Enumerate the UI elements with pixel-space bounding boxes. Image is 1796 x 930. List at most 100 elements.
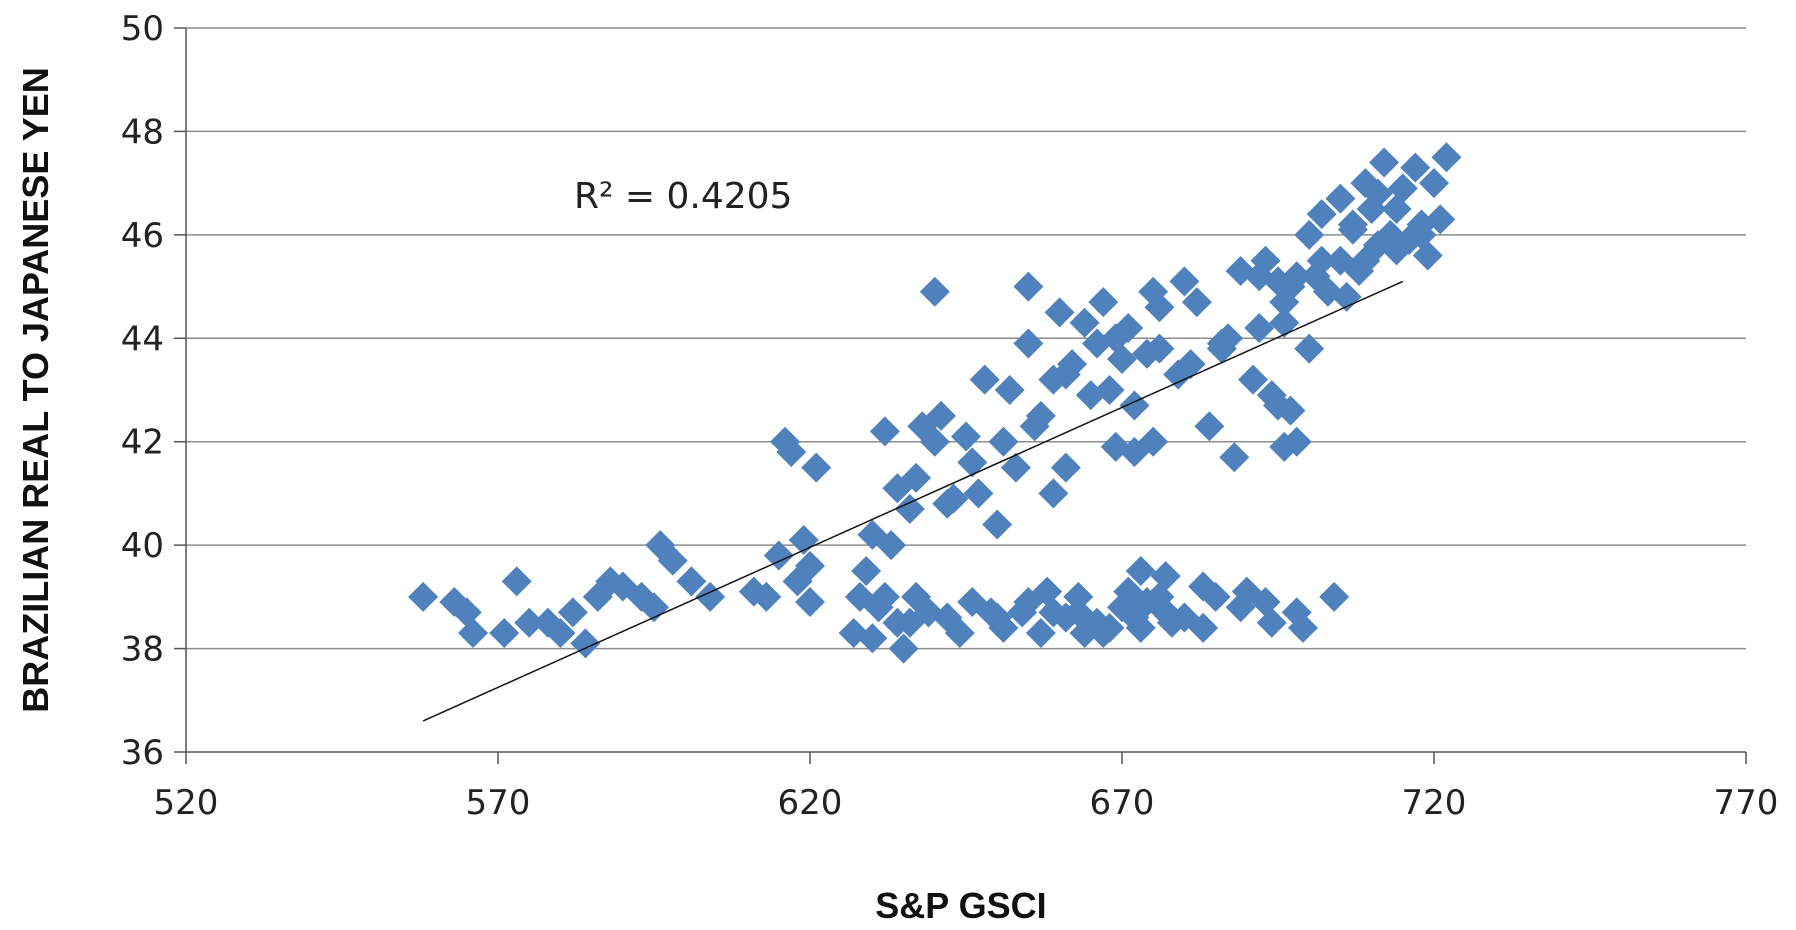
data-point-154 xyxy=(1013,587,1044,618)
data-point-21 xyxy=(751,581,782,612)
x-tick-label-570: 570 xyxy=(466,783,531,823)
data-point-27 xyxy=(795,587,825,618)
x-tick-label-770: 770 xyxy=(1714,783,1779,823)
data-point-165 xyxy=(1050,359,1081,390)
data-point-35 xyxy=(869,581,900,612)
data-point-170 xyxy=(1350,245,1381,276)
data-point-59 xyxy=(982,509,1013,540)
data-point-103 xyxy=(1181,287,1212,318)
data-point-92 xyxy=(1107,343,1137,374)
trendline xyxy=(422,280,1404,722)
data-point-164 xyxy=(1038,478,1069,509)
data-point-105 xyxy=(1194,411,1225,442)
data-point-56 xyxy=(963,478,994,509)
y-tick-label-38: 38 xyxy=(121,630,164,670)
data-point-72 xyxy=(1050,452,1081,483)
data-point-149 xyxy=(1431,142,1462,173)
data-points xyxy=(408,142,1462,664)
data-point-98 xyxy=(1144,333,1175,364)
data-point-87 xyxy=(1144,292,1175,323)
data-point-174 xyxy=(1325,183,1356,214)
data-point-162 xyxy=(1119,602,1150,633)
data-point-43 xyxy=(869,416,900,447)
data-point-122 xyxy=(1263,390,1293,421)
y-tick-label-42: 42 xyxy=(121,423,164,463)
y-tick-label-50: 50 xyxy=(121,9,164,49)
data-point-169 xyxy=(1225,592,1256,623)
data-point-148 xyxy=(1425,204,1456,235)
data-point-153 xyxy=(932,602,963,633)
data-point-45 xyxy=(894,493,925,524)
data-point-97 xyxy=(1138,426,1169,457)
data-point-83 xyxy=(1119,390,1150,421)
data-point-6 xyxy=(514,607,545,638)
data-point-57 xyxy=(969,364,1000,395)
data-point-9 xyxy=(557,597,588,628)
data-point-0 xyxy=(408,581,439,612)
y-tick-label-46: 46 xyxy=(121,216,164,256)
data-point-177 xyxy=(1281,261,1312,292)
data-point-102 xyxy=(1175,349,1206,380)
data-point-38 xyxy=(888,633,919,664)
data-point-4 xyxy=(489,618,520,649)
axes xyxy=(174,27,1747,764)
data-point-139 xyxy=(1369,147,1400,178)
data-point-133 xyxy=(1331,281,1362,312)
data-point-178 xyxy=(1269,287,1300,318)
data-point-109 xyxy=(1219,442,1250,473)
data-point-152 xyxy=(1169,602,1200,633)
data-point-79 xyxy=(1094,375,1125,405)
data-point-95 xyxy=(1125,556,1156,586)
data-point-3 xyxy=(458,618,489,649)
data-point-126 xyxy=(1287,612,1318,643)
data-point-125 xyxy=(1281,426,1312,457)
data-point-78 xyxy=(1088,287,1119,318)
data-point-171 xyxy=(1362,178,1393,209)
data-point-131 xyxy=(1319,581,1350,612)
data-point-64 xyxy=(1007,597,1038,628)
x-axis-title: S&P GSCI xyxy=(875,885,1046,926)
data-point-65 xyxy=(1013,271,1044,302)
data-point-173 xyxy=(1406,219,1437,250)
data-point-5 xyxy=(501,566,532,597)
trendline-layer xyxy=(422,280,1404,722)
data-point-160 xyxy=(1038,597,1069,628)
data-point-156 xyxy=(1063,581,1094,612)
data-point-101 xyxy=(1169,266,1200,297)
y-tick-label-48: 48 xyxy=(121,112,164,152)
y-tick-label-44: 44 xyxy=(121,319,164,359)
data-point-42 xyxy=(857,519,888,550)
y-tick-label-40: 40 xyxy=(121,526,164,566)
data-point-29 xyxy=(795,550,825,581)
data-point-18 xyxy=(676,566,707,597)
data-point-8 xyxy=(545,618,576,649)
data-point-22 xyxy=(763,540,794,571)
data-point-54 xyxy=(951,421,981,452)
data-point-127 xyxy=(1294,219,1325,250)
data-point-32 xyxy=(851,556,882,586)
data-point-172 xyxy=(1381,194,1412,224)
data-point-46 xyxy=(901,462,932,493)
r-squared-annotation: R² = 0.4205 xyxy=(574,176,792,217)
data-point-49 xyxy=(919,426,950,457)
data-point-179 xyxy=(1244,261,1275,292)
data-point-161 xyxy=(1069,618,1100,649)
data-point-158 xyxy=(957,587,988,618)
data-point-68 xyxy=(1025,618,1056,649)
data-point-168 xyxy=(1206,333,1237,364)
data-point-62 xyxy=(994,375,1025,405)
data-point-48 xyxy=(919,276,950,307)
data-point-167 xyxy=(1188,571,1219,602)
x-tick-label-720: 720 xyxy=(1402,783,1467,823)
data-point-52 xyxy=(938,483,969,514)
data-point-157 xyxy=(1094,612,1125,643)
data-point-166 xyxy=(1082,328,1113,359)
x-tick-label-620: 620 xyxy=(778,783,843,823)
data-point-50 xyxy=(926,400,957,431)
data-point-60 xyxy=(988,426,1019,457)
data-point-55 xyxy=(957,447,988,478)
y-axis-title: BRAZILIAN REAL TO JAPANESE YEN xyxy=(15,67,56,712)
data-point-33 xyxy=(857,623,888,654)
